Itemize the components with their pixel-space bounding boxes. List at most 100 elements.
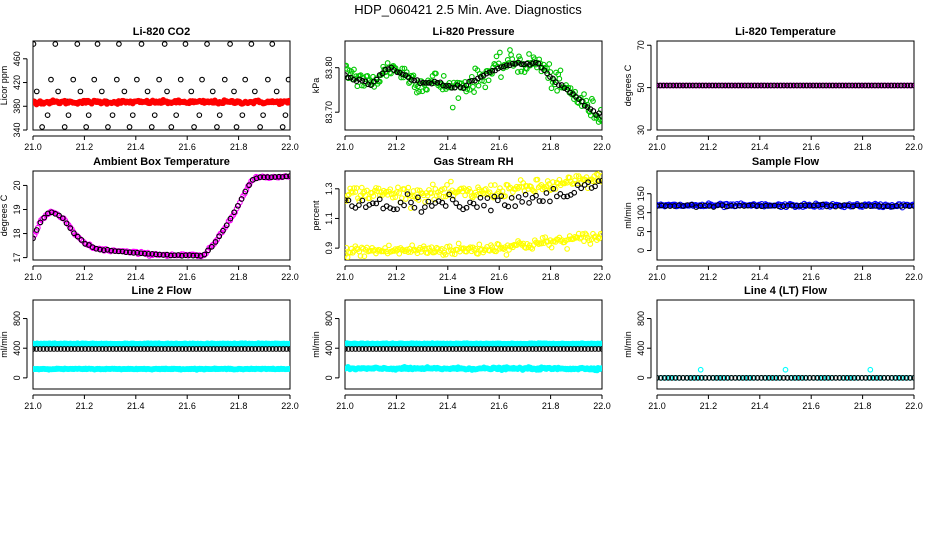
data-point [562, 178, 569, 185]
panel-5-x-tick-label: 21.2 [388, 272, 406, 282]
data-point [345, 254, 351, 260]
data-point [77, 88, 84, 95]
panel-7-x-tick-label: 21.8 [230, 401, 248, 411]
data-point [544, 70, 550, 77]
data-point [356, 346, 362, 352]
data-point [745, 82, 751, 89]
panel-7: Line 2 Flow 21.0 21.2 21.4 21.6 21.8 22.0 0 400 8… [0, 285, 299, 411]
data-point [474, 346, 480, 352]
data-point [448, 84, 455, 91]
data-point [550, 75, 556, 82]
data-point [486, 189, 493, 196]
data-point [423, 80, 429, 86]
data-point [550, 185, 557, 192]
data-point [416, 88, 422, 95]
data-point [904, 82, 911, 89]
data-point [821, 375, 828, 381]
data-point [282, 112, 289, 119]
panel-8: Line 3 Flow 21.0 21.2 21.4 21.6 21.8 22.0 0 400 8… [311, 285, 611, 411]
data-point [50, 346, 57, 352]
data-point [506, 247, 512, 253]
panel-5-x-tick-label: 22.0 [593, 272, 611, 282]
data-point [394, 206, 400, 213]
data-point [428, 346, 435, 352]
data-point [359, 346, 366, 352]
data-point [395, 245, 401, 252]
data-point [410, 188, 417, 194]
data-point [508, 346, 515, 352]
data-point [870, 375, 876, 381]
data-point [373, 185, 379, 191]
data-point [493, 53, 500, 60]
data-point [40, 346, 47, 352]
data-point [548, 244, 555, 251]
data-point [83, 124, 90, 130]
data-point [182, 41, 189, 47]
data-point [481, 187, 488, 193]
panel-6-x-tick-label: 21.4 [751, 272, 769, 282]
data-point [48, 76, 54, 83]
data-point [699, 82, 706, 89]
panel-1-x-tick-label: 21.0 [24, 142, 42, 152]
data-point [852, 82, 859, 89]
data-point [238, 346, 245, 352]
data-point [61, 124, 68, 130]
data-point [552, 186, 559, 192]
data-point [515, 346, 522, 352]
panel-8-x-tick-label: 21.0 [336, 401, 354, 411]
data-point [536, 346, 543, 352]
data-point [500, 63, 507, 70]
data-point [89, 346, 95, 352]
data-point [179, 252, 185, 259]
data-point [287, 173, 290, 179]
panel-9-y-tick-label: 400 [636, 341, 646, 356]
data-point [377, 192, 383, 199]
data-point [414, 187, 421, 193]
panel-5-y-tick-label: 1.1 [324, 212, 334, 225]
panel-7-series-line2-black [33, 346, 290, 352]
data-point [448, 178, 454, 185]
data-point [556, 75, 563, 82]
data-point [203, 346, 210, 352]
data-point [176, 346, 182, 352]
data-point [599, 113, 602, 120]
data-point [806, 375, 813, 381]
data-point [561, 85, 568, 91]
data-point [794, 82, 800, 89]
data-point [788, 375, 794, 381]
panel-1-y-tick-label: 380 [12, 99, 22, 114]
data-point [564, 346, 571, 352]
panel-6-y-tick-label: 0 [636, 248, 646, 253]
data-point [839, 82, 846, 89]
panel-4-x-tick-label: 21.8 [230, 272, 248, 282]
panel-7-x-tick-label: 21.0 [24, 401, 42, 411]
data-point [353, 185, 360, 191]
panel-1-y-tick-label: 340 [12, 122, 22, 137]
panel-5-y-tick-label: 0.9 [324, 242, 334, 255]
data-point [846, 82, 852, 89]
panel-1-title: Li-820 CO2 [133, 26, 190, 38]
data-point [721, 375, 727, 381]
data-point [497, 245, 503, 252]
data-point [103, 346, 109, 352]
data-point [437, 247, 444, 254]
panel-3-x-tick-label: 21.0 [648, 142, 666, 152]
data-point [167, 252, 174, 259]
data-point [134, 249, 141, 256]
panel-4-x-tick-label: 21.4 [127, 272, 145, 282]
data-point [810, 82, 817, 89]
data-point [78, 237, 85, 243]
data-point [564, 179, 570, 186]
data-point [345, 197, 352, 204]
data-point [474, 204, 480, 210]
data-point [790, 82, 797, 89]
data-point [347, 185, 354, 192]
panel-4-x-tick-label: 21.6 [178, 272, 196, 282]
data-point [680, 82, 686, 89]
data-point [903, 375, 910, 381]
data-point [683, 375, 690, 381]
panel-4-x-tick-label: 21.0 [24, 272, 42, 282]
data-point [287, 97, 290, 104]
data-point [239, 112, 246, 119]
data-point [728, 375, 735, 381]
